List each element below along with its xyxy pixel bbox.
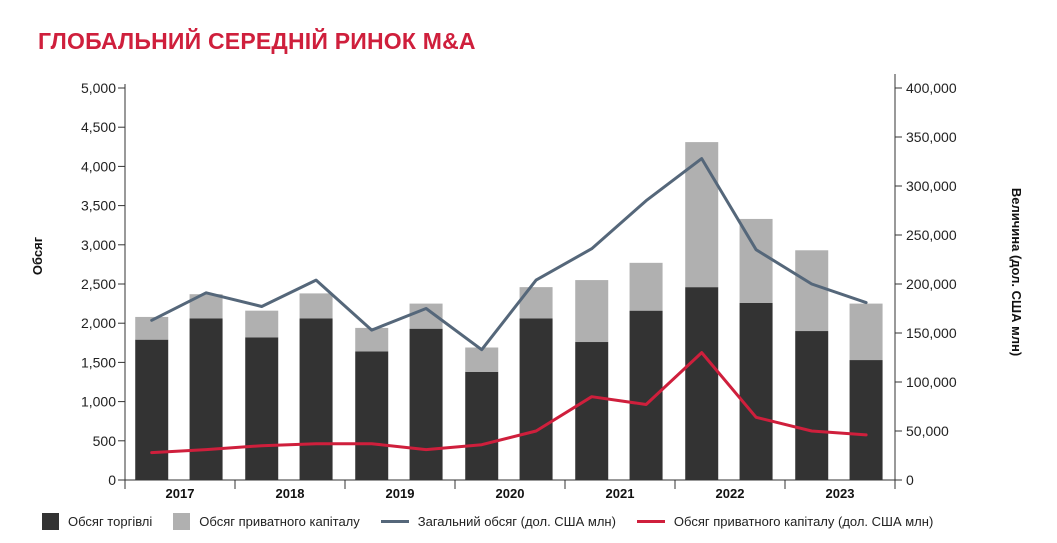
y-right-tick-label: 400,000 xyxy=(906,80,957,96)
bar-pe-volume xyxy=(465,347,499,372)
lines-layer xyxy=(150,157,868,455)
bars-layer xyxy=(135,142,883,480)
chart: 0 500 1,000 1,500 2,000 2,500 3,000 3,500 4,000 4… xyxy=(30,74,1024,501)
legend-label-pe-value: Обсяг приватного капіталу (дол. США млн) xyxy=(673,513,934,529)
bar-pe-volume xyxy=(299,293,333,319)
x-tick-label: 2021 xyxy=(606,486,635,501)
y-left-tick-label: 3,000 xyxy=(81,237,116,253)
bar-trade-volume xyxy=(685,287,719,480)
y-right-tick-label: 150,000 xyxy=(906,325,957,341)
x-tick-label: 2018 xyxy=(276,486,305,501)
x-tick-label: 2017 xyxy=(166,486,195,501)
bar-pe-volume xyxy=(135,316,169,340)
bar-trade-volume xyxy=(849,360,883,480)
y-right-tick-label: 100,000 xyxy=(906,374,957,390)
y-left-tick-label: 1,000 xyxy=(81,394,116,410)
bar-trade-volume xyxy=(355,351,389,480)
legend-swatch-trade-volume xyxy=(42,512,59,530)
y-left-tick-label: 0 xyxy=(108,472,116,488)
legend-swatch-pe-volume xyxy=(173,512,191,530)
bar-trade-volume xyxy=(519,318,553,480)
legend-item-trade-volume: Обсяг торгівлі xyxy=(42,512,153,530)
y-left-axis-title: Обсяг xyxy=(30,236,45,275)
bar-trade-volume xyxy=(739,302,773,480)
x-tick-label: 2019 xyxy=(386,486,415,501)
legend: Обсяг торгівлі Обсяг приватного капіталу… xyxy=(42,511,933,531)
y-right-axis-title: Величина (дол. США млн) xyxy=(1009,188,1024,356)
y-left-tick-label: 3,500 xyxy=(81,198,116,214)
y-left-tick-label: 5,000 xyxy=(81,80,116,96)
y-left-tick-label: 1,500 xyxy=(81,354,116,370)
legend-item-pe-volume: Обсяг приватного капіталу xyxy=(173,512,360,530)
legend-label-total-value: Загальний обсяг (дол. США млн) xyxy=(417,513,616,529)
y-left-tick-label: 4,500 xyxy=(81,119,116,135)
legend-line-total-value xyxy=(380,519,409,523)
x-tick-label: 2020 xyxy=(496,486,525,501)
y-left-tick-label: 2,000 xyxy=(81,315,116,331)
chart-title: ГЛОБАЛЬНИЙ СЕРЕДНІЙ РИНОК M&A xyxy=(38,28,476,54)
axes-layer: 0 500 1,000 1,500 2,000 2,500 3,000 3,500 4,000 4… xyxy=(81,74,957,501)
bar-pe-volume xyxy=(795,250,829,332)
bar-pe-volume xyxy=(629,262,663,311)
bar-trade-volume xyxy=(575,342,609,480)
bar-pe-volume xyxy=(355,327,389,352)
bar-trade-volume xyxy=(245,337,279,480)
x-tick-label: 2022 xyxy=(716,486,745,501)
bar-trade-volume xyxy=(299,318,333,480)
bar-trade-volume xyxy=(189,318,223,480)
bar-trade-volume xyxy=(465,371,499,480)
bar-pe-volume xyxy=(519,287,553,319)
y-right-tick-label: 350,000 xyxy=(906,129,957,145)
line-total-value xyxy=(150,157,868,352)
bar-trade-volume xyxy=(795,331,829,480)
bar-pe-volume xyxy=(575,280,609,343)
y-left-tick-label: 2,500 xyxy=(81,276,116,292)
y-left-tick-label: 500 xyxy=(93,433,117,449)
bar-trade-volume xyxy=(135,339,169,480)
y-right-tick-label: 250,000 xyxy=(906,227,957,243)
y-right-tick-label: 0 xyxy=(906,472,914,488)
legend-label-trade-volume: Обсяг торгівлі xyxy=(68,513,153,529)
bar-pe-volume xyxy=(849,303,883,361)
y-left-tick-label: 4,000 xyxy=(81,158,116,174)
legend-item-total-value: Загальний обсяг (дол. США млн) xyxy=(380,513,616,529)
bar-pe-volume xyxy=(685,142,719,288)
legend-item-pe-value: Обсяг приватного капіталу (дол. США млн) xyxy=(636,513,934,529)
bar-trade-volume xyxy=(409,328,443,480)
legend-line-pe-value xyxy=(636,519,665,523)
y-right-tick-label: 50,000 xyxy=(906,423,949,439)
y-right-tick-label: 200,000 xyxy=(906,276,957,292)
x-tick-label: 2023 xyxy=(826,486,855,501)
bar-pe-volume xyxy=(245,310,279,338)
legend-label-pe-volume: Обсяг приватного капіталу xyxy=(199,513,360,529)
y-right-tick-label: 300,000 xyxy=(906,178,957,194)
line-pe-value xyxy=(150,351,868,455)
